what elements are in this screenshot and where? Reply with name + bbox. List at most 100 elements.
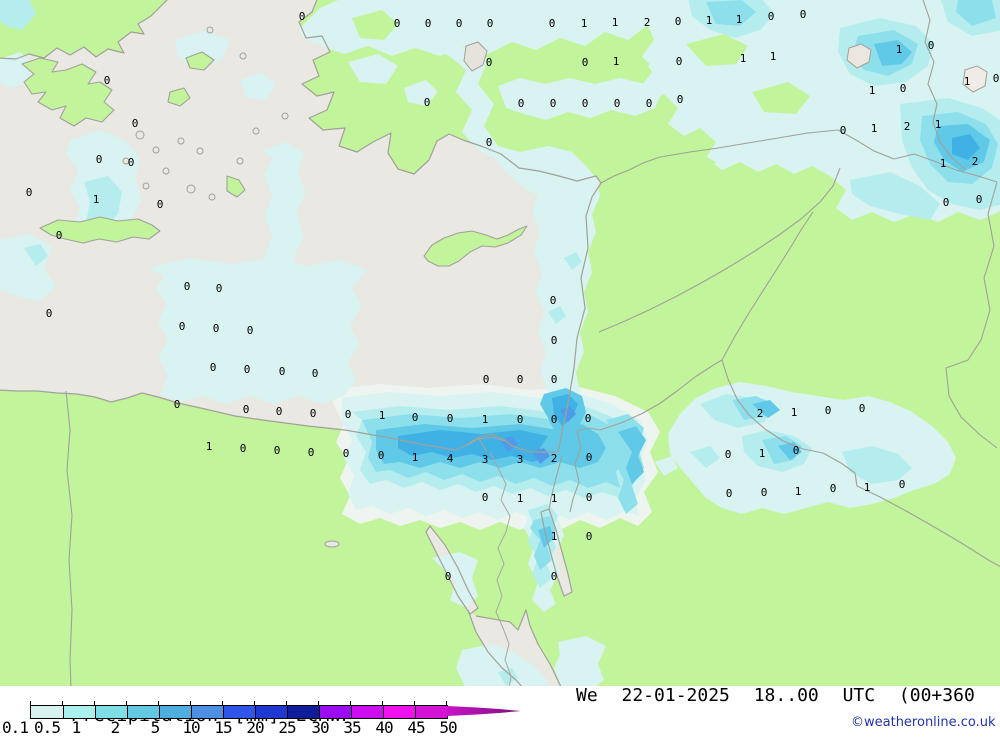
grid-value: 0 bbox=[240, 442, 247, 455]
grid-value: 0 bbox=[800, 8, 807, 21]
legend-tick bbox=[318, 701, 319, 705]
grid-value: 1 bbox=[864, 481, 871, 494]
peloponnese bbox=[21, 57, 115, 127]
legend-tick bbox=[126, 701, 127, 705]
grid-value: 1 bbox=[869, 84, 876, 97]
legend-tick bbox=[286, 701, 287, 705]
grid-value: 0 bbox=[394, 17, 401, 30]
grid-value: 0 bbox=[26, 186, 33, 199]
grid-value: 0 bbox=[308, 446, 315, 459]
grid-value: 1 bbox=[551, 492, 558, 505]
grid-value: 0 bbox=[56, 229, 63, 242]
grid-value: 0 bbox=[646, 97, 653, 110]
grid-value: 1 bbox=[896, 43, 903, 56]
grid-value: 0 bbox=[551, 570, 558, 583]
chios-island bbox=[167, 87, 191, 107]
lesbos-island bbox=[185, 51, 215, 71]
grid-value: 0 bbox=[424, 96, 431, 109]
grid-value: 0 bbox=[582, 97, 589, 110]
grid-value: 1 bbox=[736, 13, 743, 26]
legend-segment bbox=[63, 706, 95, 718]
grid-value: 0 bbox=[445, 570, 452, 583]
grid-value: 1 bbox=[612, 16, 619, 29]
scale-overflow-arrow bbox=[447, 706, 521, 716]
grid-value: 1 bbox=[791, 406, 798, 419]
grid-value: 0 bbox=[96, 153, 103, 166]
grid-value: 1 bbox=[412, 451, 419, 464]
grid-value: 0 bbox=[274, 444, 281, 457]
legend-segment bbox=[31, 706, 63, 718]
grid-value: 0 bbox=[582, 56, 589, 69]
grid-value: 1 bbox=[940, 157, 947, 170]
grid-value: 0 bbox=[900, 82, 907, 95]
grid-value: 0 bbox=[675, 15, 682, 28]
grid-value: 0 bbox=[586, 451, 593, 464]
legend-label: 50 bbox=[439, 718, 457, 737]
grid-value: 0 bbox=[928, 39, 935, 52]
grid-value: 0 bbox=[184, 280, 191, 293]
color-scale-bar bbox=[30, 705, 448, 719]
grid-value: 2 bbox=[551, 452, 558, 465]
legend-label: 30 bbox=[311, 718, 329, 737]
red-sea-body bbox=[468, 610, 561, 686]
grid-value: 0 bbox=[486, 56, 493, 69]
grid-value: 0 bbox=[585, 412, 592, 425]
grid-value: 0 bbox=[830, 482, 837, 495]
nile-river bbox=[489, 451, 512, 686]
islands bbox=[21, 26, 528, 548]
grid-value: 0 bbox=[725, 448, 732, 461]
grid-value: 1 bbox=[581, 17, 588, 30]
grid-value: 0 bbox=[216, 282, 223, 295]
lake-urmia bbox=[962, 65, 988, 93]
legend-label: 1 bbox=[71, 718, 82, 737]
grid-value: 0 bbox=[482, 491, 489, 504]
legend-segment bbox=[383, 706, 415, 718]
grid-value: 0 bbox=[549, 17, 556, 30]
grid-value: 0 bbox=[551, 373, 558, 386]
grid-value: 0 bbox=[761, 486, 768, 499]
grid-value: 0 bbox=[517, 373, 524, 386]
grid-value: 1 bbox=[871, 122, 878, 135]
grid-value: 0 bbox=[276, 405, 283, 418]
grid-value: 0 bbox=[299, 10, 306, 23]
grid-value: 0 bbox=[425, 17, 432, 30]
grid-value: 0 bbox=[456, 17, 463, 30]
legend-label: 10 bbox=[182, 718, 200, 737]
grid-value: 1 bbox=[613, 55, 620, 68]
legend-tick bbox=[62, 701, 63, 705]
grid-value: 0 bbox=[128, 156, 135, 169]
grid-value: 0 bbox=[310, 407, 317, 420]
copyright-text: ©weatheronline.co.uk bbox=[851, 715, 996, 730]
grid-value: 0 bbox=[132, 117, 139, 130]
crete-island bbox=[39, 216, 161, 244]
grid-value: 2 bbox=[757, 407, 764, 420]
legend-tick bbox=[190, 701, 191, 705]
grid-value: 0 bbox=[483, 373, 490, 386]
legend-segment bbox=[255, 706, 287, 718]
grid-value: 0 bbox=[517, 413, 524, 426]
legend-label: 0.5 bbox=[34, 718, 61, 737]
legend-tick bbox=[446, 701, 447, 705]
grid-value: 2 bbox=[972, 155, 979, 168]
grid-value: 0 bbox=[899, 478, 906, 491]
grid-value: 0 bbox=[157, 198, 164, 211]
grid-value: 0 bbox=[976, 193, 983, 206]
grid-value: 0 bbox=[793, 444, 800, 457]
country-borders bbox=[65, 0, 1000, 686]
grid-value: 1 bbox=[93, 193, 100, 206]
legend-label: 25 bbox=[278, 718, 296, 737]
precipitation-map: 0 0 0 0 0 0 1 1 2 0 1 1 0 0 0 0 1 0 1 1 1 0 0 0 0 0 0 0 0 0 1 0 1 0 0 0 0 1 2 1… bbox=[0, 0, 1000, 686]
grid-value: 0 bbox=[993, 72, 1000, 85]
grid-value: 0 bbox=[487, 17, 494, 30]
grid-value: 0 bbox=[243, 403, 250, 416]
legend-footer: Precipitation[mm]ECMWF We 22-01-2025 18.… bbox=[0, 685, 1000, 737]
grid-value: 0 bbox=[213, 322, 220, 335]
grid-value: 0 bbox=[550, 294, 557, 307]
grid-value: 0 bbox=[586, 491, 593, 504]
map-svg: 0 0 0 0 0 0 1 1 2 0 1 1 0 0 0 0 1 0 1 1 1 0 0 0 0 0 0 0 0 0 1 0 1 0 0 0 0 1 2 1… bbox=[0, 0, 1000, 686]
grid-value: 0 bbox=[312, 367, 319, 380]
rhodes-island bbox=[226, 175, 246, 198]
cyprus-island bbox=[423, 225, 528, 267]
lake-tuz bbox=[463, 41, 488, 72]
grid-value: 3 bbox=[517, 453, 524, 466]
